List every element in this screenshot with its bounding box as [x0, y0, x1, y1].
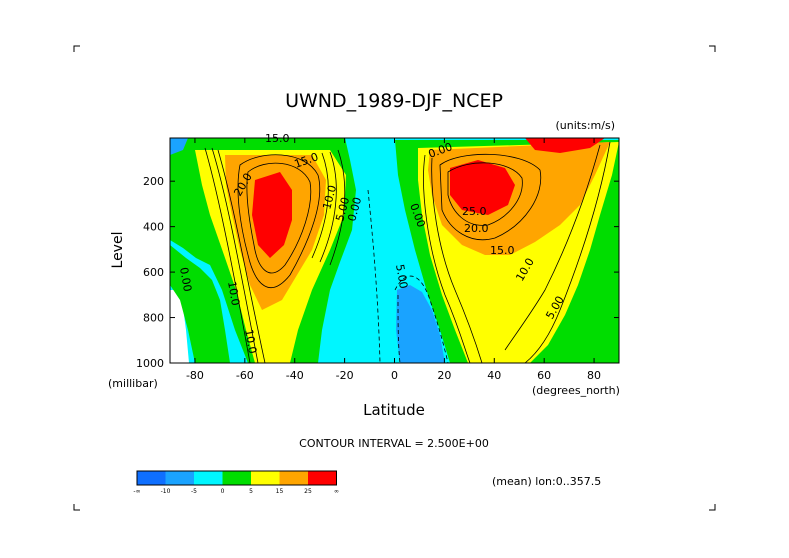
colorbar-swatch: [251, 471, 280, 485]
x-tick-label: 80: [587, 369, 601, 382]
fill-blue-far-south: [170, 138, 188, 155]
y-tick-label: 1000: [136, 357, 164, 370]
x-tick-label: 40: [487, 369, 501, 382]
contour-label: 10.0: [242, 328, 259, 354]
fill-red-strat: [525, 138, 605, 153]
x-tick-label: -80: [186, 369, 204, 382]
x-tick-label: 20: [437, 369, 451, 382]
contour-label: 25.0: [462, 205, 487, 218]
colorbar-label: -∞: [133, 488, 140, 495]
x-axis: -80 -60 -40 -20 0 20 40 60 80: [186, 138, 601, 382]
colorbar-swatch: [137, 471, 166, 485]
crop-marks: [73, 45, 716, 511]
contour-label: 5.00: [393, 263, 410, 289]
contour-label: 0.00: [177, 266, 194, 292]
fill-green-surface-south: [170, 245, 230, 363]
colorbar-swatch: [308, 471, 337, 485]
colorbar-label: -10: [161, 488, 171, 495]
colorbar-label: ∞: [334, 488, 339, 495]
y-tick-label: 200: [143, 175, 164, 188]
colorbar-label: 25: [304, 488, 312, 495]
units-label: (units:m/s): [556, 119, 616, 132]
contour-lines-negative: [367, 189, 449, 363]
footer-text: (mean) lon:0..357.5: [492, 475, 601, 488]
y-tick-label: 800: [143, 312, 164, 325]
x-tick-label: 60: [537, 369, 551, 382]
x-tick-label: -20: [336, 369, 354, 382]
x-tick-label: -60: [236, 369, 254, 382]
contour-label: 10.0: [320, 184, 339, 211]
contour-label: 0.00: [345, 196, 364, 223]
x-tick-label: 0: [391, 369, 398, 382]
colorbar-swatch: [165, 471, 194, 485]
fill-red-south: [252, 172, 292, 258]
fill-blue-tropics: [396, 285, 445, 363]
colorbar-swatch: [279, 471, 308, 485]
colorbar-swatch: [194, 471, 223, 485]
y-tick-label: 400: [143, 221, 164, 234]
contour-lines: [204, 141, 611, 363]
contour-label: 5.00: [333, 196, 352, 223]
colorbar-label: 15: [276, 488, 284, 495]
x-axis-label: Latitude: [363, 401, 425, 419]
contour-label: 20.0: [464, 222, 489, 235]
colorbar-label: 5: [249, 488, 253, 495]
x-tick-label: -40: [286, 369, 304, 382]
y-axis-units: (millibar): [108, 377, 158, 390]
x-axis-units: (degrees_north): [532, 384, 620, 397]
chart-title: UWND_1989-DJF_NCEP: [285, 90, 503, 112]
fill-red-north: [450, 160, 515, 215]
contour-label: 15.0: [490, 244, 515, 257]
colorbar-label: -5: [191, 488, 197, 495]
colorbar-label: 0: [221, 488, 225, 495]
contour-interval: CONTOUR INTERVAL = 2.500E+00: [299, 437, 489, 450]
y-tick-label: 600: [143, 266, 164, 279]
colorbar: -∞ -10 -5 0 5 15 25 ∞: [133, 470, 339, 495]
colorbar-swatch: [222, 471, 251, 485]
y-axis-label: Level: [110, 232, 126, 269]
y-axis: 200 400 600 800 1000: [136, 175, 619, 370]
contour-label: 10.0: [225, 280, 242, 306]
colorbar-frame: [136, 470, 337, 486]
missing-data-patch: [170, 290, 189, 363]
contour-fill: [170, 138, 619, 363]
